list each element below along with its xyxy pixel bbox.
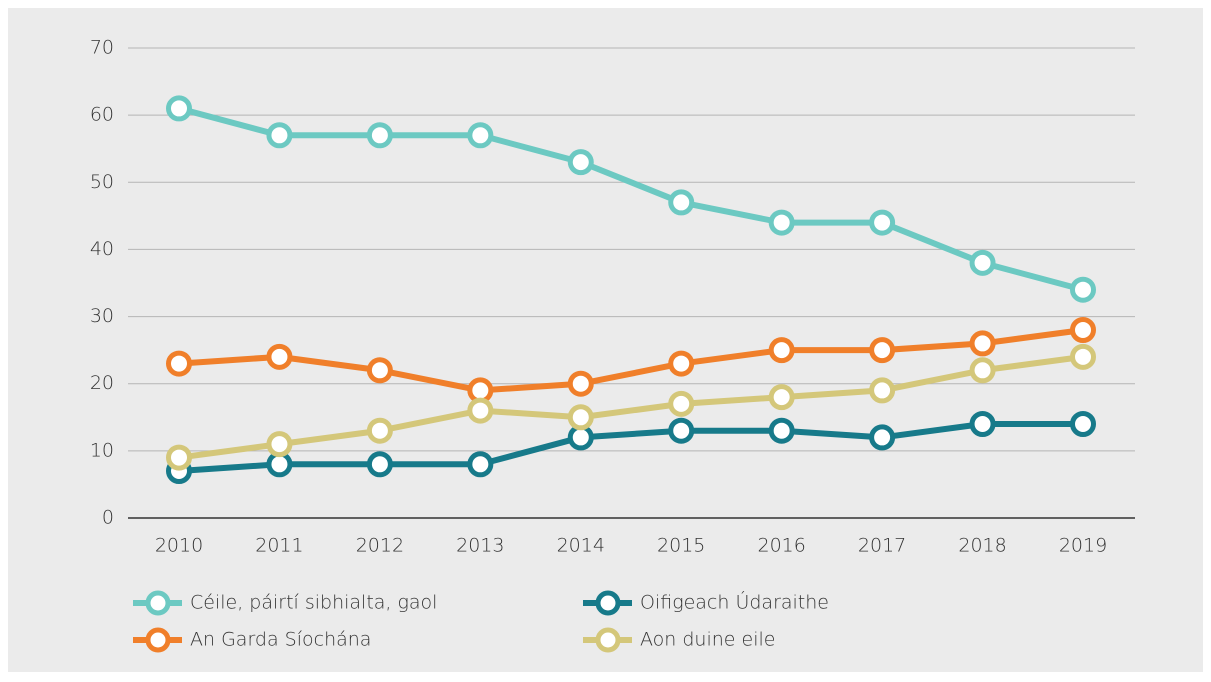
data-point xyxy=(166,350,192,377)
data-point xyxy=(567,404,594,431)
data-point xyxy=(668,417,695,444)
data-point xyxy=(1070,411,1096,437)
y-tick-label: 50 xyxy=(90,171,114,193)
data-point xyxy=(768,209,795,236)
data-point xyxy=(366,122,393,149)
data-point xyxy=(668,350,695,377)
series-line xyxy=(178,105,1084,293)
x-tick-label: 2018 xyxy=(958,535,1006,557)
x-tick-label: 2014 xyxy=(557,535,605,557)
data-point xyxy=(668,189,695,216)
data-point xyxy=(869,424,896,451)
legend-marker xyxy=(595,590,621,616)
y-tick-label: 40 xyxy=(90,238,114,260)
data-point xyxy=(869,209,896,236)
legend-label: Aon duine eile xyxy=(640,629,775,651)
y-tick-label: 30 xyxy=(90,305,114,327)
x-tick-label: 2017 xyxy=(858,535,906,557)
data-point xyxy=(366,417,393,444)
data-point xyxy=(567,370,594,397)
data-point xyxy=(969,357,996,384)
legend-marker xyxy=(595,627,621,653)
series-line xyxy=(178,327,1084,394)
data-point xyxy=(467,451,494,478)
x-tick-label: 2011 xyxy=(255,535,303,557)
data-point xyxy=(869,377,896,404)
series-line xyxy=(178,421,1083,474)
x-tick-label: 2019 xyxy=(1059,535,1107,557)
x-tick-label: 2010 xyxy=(155,535,203,557)
data-point xyxy=(467,397,494,424)
x-tick-label: 2012 xyxy=(356,535,404,557)
series-line xyxy=(178,353,1084,461)
legend-marker xyxy=(145,590,171,616)
y-tick-label: 70 xyxy=(90,37,114,59)
data-point xyxy=(668,390,695,417)
data-point xyxy=(768,337,795,364)
data-point xyxy=(768,417,795,444)
data-point xyxy=(969,330,996,357)
legend-label: Oifigeach Údaraithe xyxy=(640,590,829,614)
data-point xyxy=(266,431,293,458)
data-point xyxy=(366,451,393,478)
legend-label: An Garda Síochána xyxy=(190,629,371,651)
data-point xyxy=(1070,343,1096,370)
data-point xyxy=(467,122,494,149)
data-point xyxy=(969,249,996,276)
data-point xyxy=(869,337,896,364)
legend-label: Céile, páirtí sibhialta, gaol xyxy=(190,592,437,614)
x-tick-label: 2015 xyxy=(657,535,705,557)
data-point xyxy=(567,149,594,176)
data-point xyxy=(166,95,192,122)
data-point xyxy=(969,411,996,437)
legend-marker xyxy=(145,627,171,653)
data-point xyxy=(768,384,795,411)
data-point xyxy=(366,357,393,384)
y-tick-label: 20 xyxy=(90,372,114,394)
x-tick-label: 2013 xyxy=(456,535,504,557)
y-tick-label: 0 xyxy=(102,507,114,529)
data-point xyxy=(1070,317,1096,343)
data-point xyxy=(266,343,293,370)
y-tick-label: 10 xyxy=(90,439,114,461)
y-tick-label: 60 xyxy=(90,104,114,126)
data-point xyxy=(1070,276,1096,303)
x-tick-label: 2016 xyxy=(757,535,805,557)
data-point xyxy=(166,444,192,471)
data-point xyxy=(266,122,293,149)
